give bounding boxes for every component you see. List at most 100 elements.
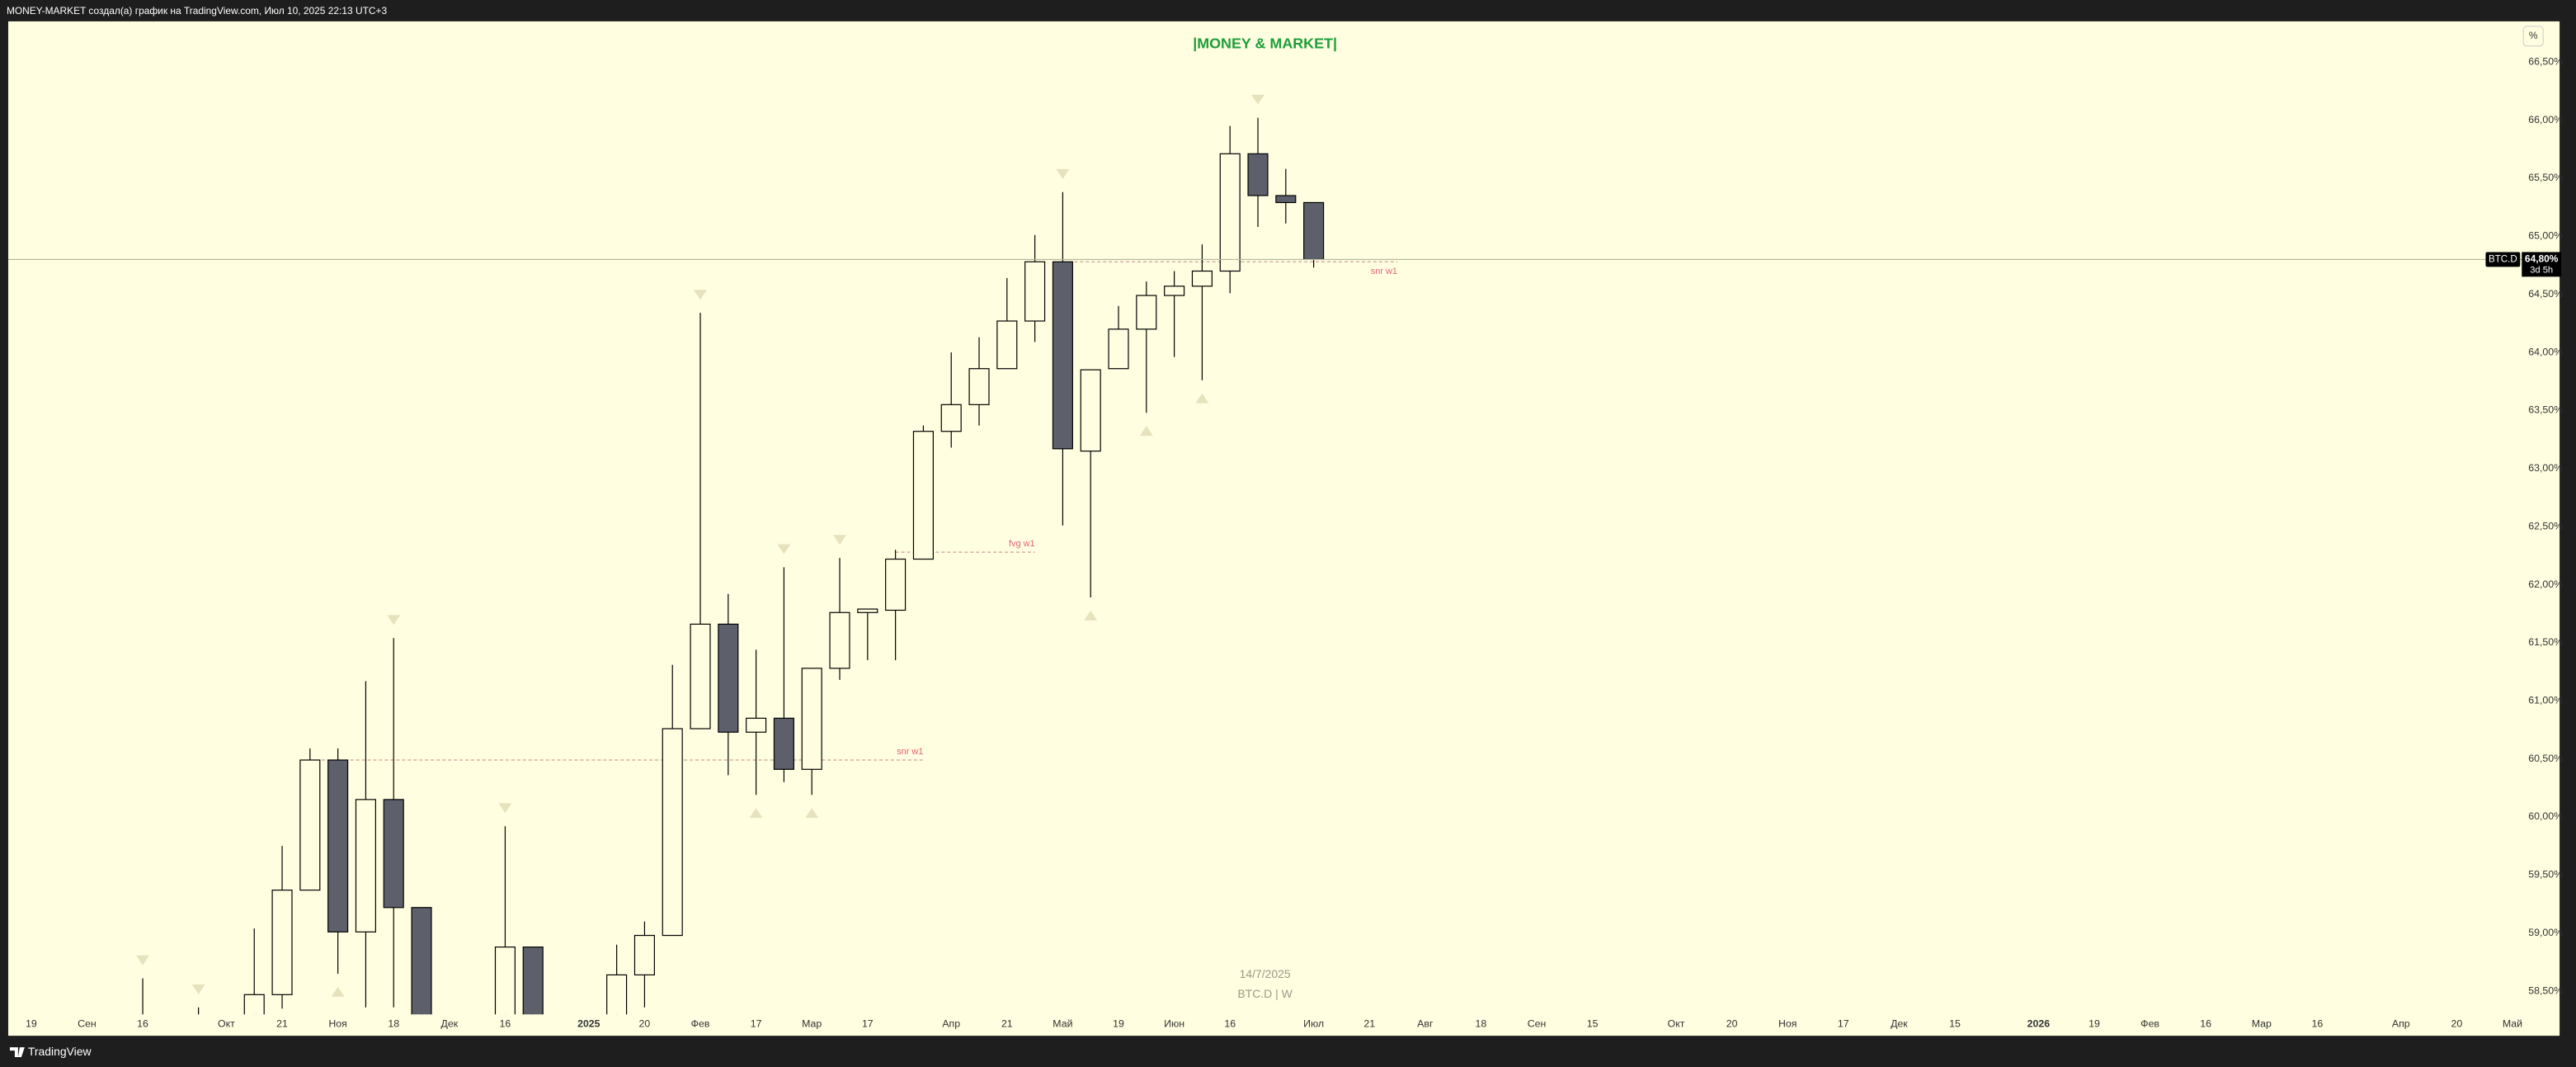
candle-body (1275, 195, 1297, 204)
candle-body (1219, 153, 1241, 272)
x-tick-label: Фев (2140, 1017, 2159, 1029)
y-tick-label: 63,00% (2528, 462, 2563, 474)
fractal-high (833, 535, 846, 545)
x-tick-label: Апр (942, 1017, 960, 1029)
plot: snr w1 fvg w1 snr w1 (136, 94, 1397, 1015)
y-tick-label: 64,50% (2528, 288, 2563, 300)
y-tick-label: 59,50% (2528, 869, 2563, 881)
scale-button-label[interactable]: % (2529, 30, 2538, 41)
candle-body (773, 717, 794, 770)
candle-body (829, 611, 850, 669)
candle-body (522, 947, 544, 1015)
x-tick-label: 2025 (577, 1017, 600, 1029)
x-tick-label: 16 (1224, 1017, 1236, 1029)
candle-body (271, 890, 293, 995)
fractal-high (1251, 94, 1264, 105)
fractal-low (1139, 426, 1153, 437)
candle-body (1024, 261, 1046, 322)
x-tick-label: Мар (2252, 1017, 2272, 1029)
candle-body (1108, 328, 1129, 370)
footer-text: TradingView (28, 1045, 92, 1058)
candle-body (411, 907, 432, 1015)
x-tick-label: Сен (1528, 1017, 1547, 1029)
last-price-label: 64,80% (2525, 253, 2559, 265)
x-tick-label: 20 (639, 1017, 651, 1029)
candle-body (912, 431, 934, 560)
watermark-date: 14/7/2025 (1240, 967, 1291, 980)
candle-body (662, 728, 683, 937)
y-tick-label: 66,50% (2528, 55, 2563, 67)
fractal-high (191, 984, 205, 994)
candle-body (746, 717, 767, 733)
scale-button[interactable] (2522, 26, 2544, 47)
candle-body (1136, 295, 1157, 330)
y-tick-label: 60,50% (2528, 753, 2563, 764)
x-tick-label: 19 (1113, 1017, 1124, 1029)
candle-body (494, 947, 516, 1015)
x-tick-label: 17 (751, 1017, 762, 1029)
x-tick-label: 16 (2200, 1017, 2211, 1029)
x-tick-label: 16 (137, 1017, 148, 1029)
x-tick-label: 18 (388, 1017, 399, 1029)
logo (9, 1047, 25, 1058)
chart-title: |MONEY & MARKET| (1193, 35, 1337, 52)
y-tick-label: 59,00% (2528, 927, 2563, 938)
y-tick-label: 63,50% (2528, 404, 2563, 416)
candle-body (801, 668, 822, 770)
watermark-symbol: BTC.D | W (1237, 987, 1293, 1000)
candle-body (1052, 261, 1073, 450)
candle-body (383, 799, 404, 909)
x-tick-label: Мар (802, 1017, 822, 1029)
x-tick-label: 2026 (2027, 1017, 2051, 1029)
candle-body (243, 994, 265, 1015)
x-tick-label: Ноя (328, 1017, 346, 1029)
x-tick-label: 15 (1949, 1017, 1961, 1029)
candle-body (1191, 270, 1213, 287)
y-tick-label: 65,50% (2528, 172, 2563, 183)
y-tick-label: 61,50% (2528, 636, 2563, 648)
fractal-high (136, 955, 150, 965)
fractal-high (387, 615, 401, 626)
level-label: snr w1 (897, 747, 923, 757)
x-tick-label: Июл (1303, 1017, 1324, 1029)
fractal-low (1195, 393, 1209, 404)
fractal-high (694, 290, 707, 300)
fractal-low (331, 986, 345, 997)
y-tick-label: 60,00% (2528, 810, 2563, 822)
x-tick-label: 21 (1363, 1017, 1375, 1029)
x-tick-label: 17 (1838, 1017, 1849, 1029)
y-tick-label: 62,00% (2528, 578, 2563, 590)
x-tick-label: 21 (276, 1017, 288, 1029)
level-label: fvg w1 (1009, 539, 1035, 549)
plot-area (7, 21, 2560, 1036)
y-tick-label: 66,00% (2528, 114, 2563, 125)
x-tick-label: 16 (500, 1017, 511, 1029)
y-tick-label: 61,00% (2528, 695, 2563, 706)
candle-body (690, 623, 711, 729)
x-tick-label: Авг (1417, 1017, 1434, 1029)
x-tick-label: Окт (218, 1017, 235, 1029)
x-tick-label: Май (1053, 1017, 1072, 1029)
x-tick-label: 17 (862, 1017, 874, 1029)
x-tick-label: Май (2503, 1017, 2522, 1029)
candle-body (1303, 201, 1325, 261)
x-tick-label: 21 (1001, 1017, 1013, 1029)
x-tick-label: Июн (1164, 1017, 1184, 1029)
candle-body (1247, 153, 1269, 196)
x-tick-label: 19 (2089, 1017, 2100, 1029)
x-tick-label: 20 (1726, 1017, 1738, 1029)
level-label: snr w1 (1371, 267, 1397, 276)
footer: TradingView (9, 1045, 92, 1058)
x-tick-label: 16 (2312, 1017, 2324, 1029)
candle-body (1164, 286, 1185, 296)
x-tick-label: Сен (78, 1017, 97, 1029)
fractal-high (498, 803, 512, 814)
x-tick-label: 18 (1476, 1017, 1487, 1029)
y-tick-label: 62,50% (2528, 520, 2563, 531)
x-tick-label: Дек (441, 1017, 459, 1029)
fractal-low (1084, 610, 1098, 621)
candle-body (996, 320, 1018, 370)
candle-body (885, 558, 907, 611)
x-tick-label: Апр (2392, 1017, 2410, 1029)
